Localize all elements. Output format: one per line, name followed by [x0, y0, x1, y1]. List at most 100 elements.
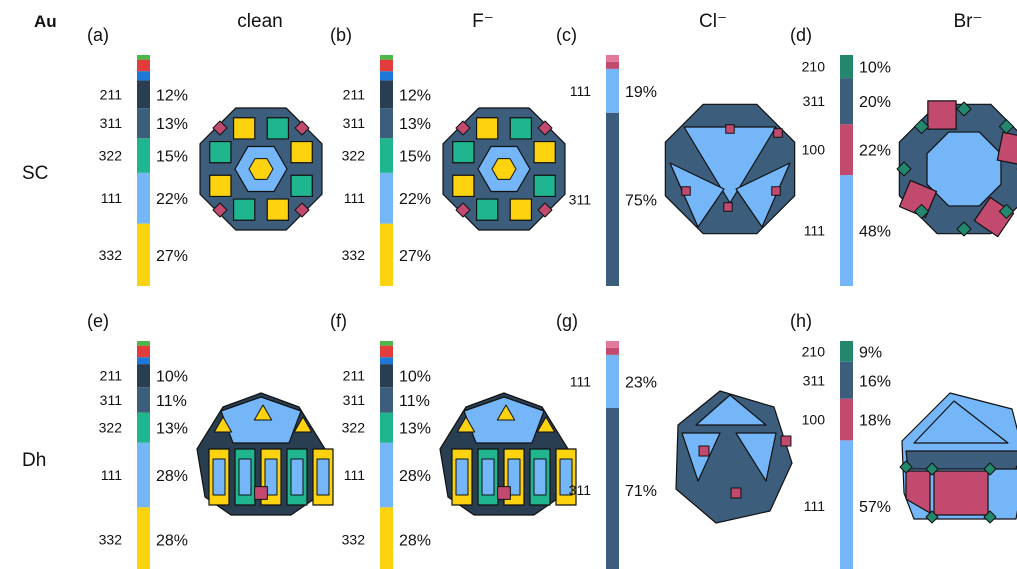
- percent-label: 13%: [156, 116, 188, 133]
- bar-segment-322: [137, 138, 150, 173]
- facet-311: [905, 450, 1017, 470]
- facet-210: [998, 203, 1014, 219]
- facet-322: [209, 140, 232, 164]
- facet-111: [212, 458, 226, 496]
- facet-100: [780, 435, 792, 447]
- bar-segment-332: [380, 507, 393, 569]
- bar-segment-311: [840, 361, 853, 399]
- facet-322: [475, 198, 499, 221]
- facet-332: [496, 404, 516, 421]
- corner-label: Au: [34, 12, 57, 31]
- facet-label: 111: [101, 190, 122, 206]
- facet-332: [491, 158, 517, 180]
- bar-segment-red: [137, 59, 150, 72]
- percent-label: 27%: [399, 248, 431, 265]
- facet-111: [695, 394, 767, 426]
- percent-label: 10%: [399, 369, 431, 386]
- facet-332: [290, 140, 313, 164]
- panel-d: 111 48% 100 22% 311 20% 210 10%: [802, 55, 1017, 286]
- facet-322: [509, 117, 533, 140]
- facet-label: 332: [342, 247, 366, 263]
- polyhedron-shape: [439, 392, 577, 516]
- panel-id-label: (a): [87, 25, 109, 45]
- facet-100: [537, 120, 553, 136]
- facet-100: [455, 202, 471, 218]
- facet-label: 311: [343, 115, 366, 131]
- facet-label: 100: [802, 412, 826, 428]
- facet-100: [730, 487, 742, 499]
- bar-segment-100: [606, 347, 619, 355]
- facet-111: [316, 458, 330, 496]
- bar-segment-100: [840, 398, 853, 441]
- bar-segment-311: [606, 407, 619, 569]
- facet-210: [914, 203, 930, 219]
- facet-111: [926, 131, 1002, 207]
- panel-e: 332 28% 111 28% 322 13% 311 11% 211 10%: [99, 341, 334, 569]
- facet-label: 311: [100, 392, 123, 408]
- panel-id-label: (b): [330, 25, 352, 45]
- facet-label: 111: [344, 190, 365, 206]
- facet-210: [956, 101, 972, 117]
- polyhedron-shape: [442, 107, 566, 231]
- bar-segment-211: [137, 80, 150, 109]
- facet-111: [533, 458, 547, 496]
- facet-111: [290, 458, 304, 496]
- polyhedron-shape: [899, 392, 1017, 524]
- facet-label: 311: [343, 392, 366, 408]
- facet-210: [925, 462, 939, 476]
- bar-segment-111: [840, 440, 853, 569]
- percent-label: 18%: [859, 413, 891, 430]
- facet-label: 311: [803, 93, 826, 109]
- facet-100: [771, 186, 781, 196]
- facet-label: 211: [343, 86, 366, 102]
- bar-segment-211: [137, 364, 150, 388]
- bar-segment-100: [840, 124, 853, 176]
- bar-segment-111: [606, 354, 619, 408]
- facet-332: [253, 404, 273, 421]
- bar-segment-322: [380, 138, 393, 173]
- facet-100: [898, 179, 938, 219]
- facet-100: [294, 202, 310, 218]
- facet-100: [212, 202, 228, 218]
- percent-label: 22%: [859, 143, 891, 160]
- panel-f: 332 28% 111 28% 322 13% 311 11% 211 10%: [342, 341, 577, 569]
- facet-111: [559, 458, 573, 496]
- facet-label: 211: [100, 86, 123, 102]
- bar-segment-green: [137, 55, 150, 60]
- facet-100: [773, 128, 783, 138]
- facet-label: 332: [99, 532, 123, 548]
- facet-332: [293, 416, 313, 433]
- facet-label: 210: [802, 343, 826, 359]
- bar-segment-211: [380, 80, 393, 109]
- panel-id-label: (c): [556, 25, 577, 45]
- bar-segment-332: [137, 223, 150, 286]
- facet-210: [925, 510, 939, 524]
- facet-100: [698, 445, 710, 457]
- bar-segment-green: [380, 55, 393, 60]
- facet-210: [983, 510, 997, 524]
- percent-label: 19%: [625, 84, 657, 101]
- facet-label: 210: [802, 59, 826, 75]
- facet-100: [933, 470, 989, 516]
- percent-label: 12%: [399, 87, 431, 104]
- polyhedron-shape: [675, 390, 793, 524]
- facet-210: [899, 460, 913, 474]
- bar-segment-red: [380, 59, 393, 72]
- facet-332: [475, 117, 499, 140]
- facet-100: [212, 120, 228, 136]
- column-header-br: Br⁻: [953, 11, 982, 32]
- percent-label: 75%: [625, 192, 657, 209]
- bar-segment-red: [137, 345, 150, 358]
- facet-322: [290, 174, 313, 198]
- percent-label: 15%: [399, 148, 431, 165]
- facet-332: [266, 198, 290, 221]
- header-group: Au clean F⁻ Cl⁻ Br⁻ SC Dh (a) (b) (c) (d) (e…: [22, 11, 983, 471]
- facet-label: 311: [100, 115, 123, 131]
- facet-100: [537, 202, 553, 218]
- bar-segment-311: [380, 108, 393, 139]
- facet-100: [725, 124, 735, 134]
- facet-210: [983, 462, 997, 476]
- percent-label: 28%: [156, 533, 188, 550]
- bar-segment-322: [380, 412, 393, 443]
